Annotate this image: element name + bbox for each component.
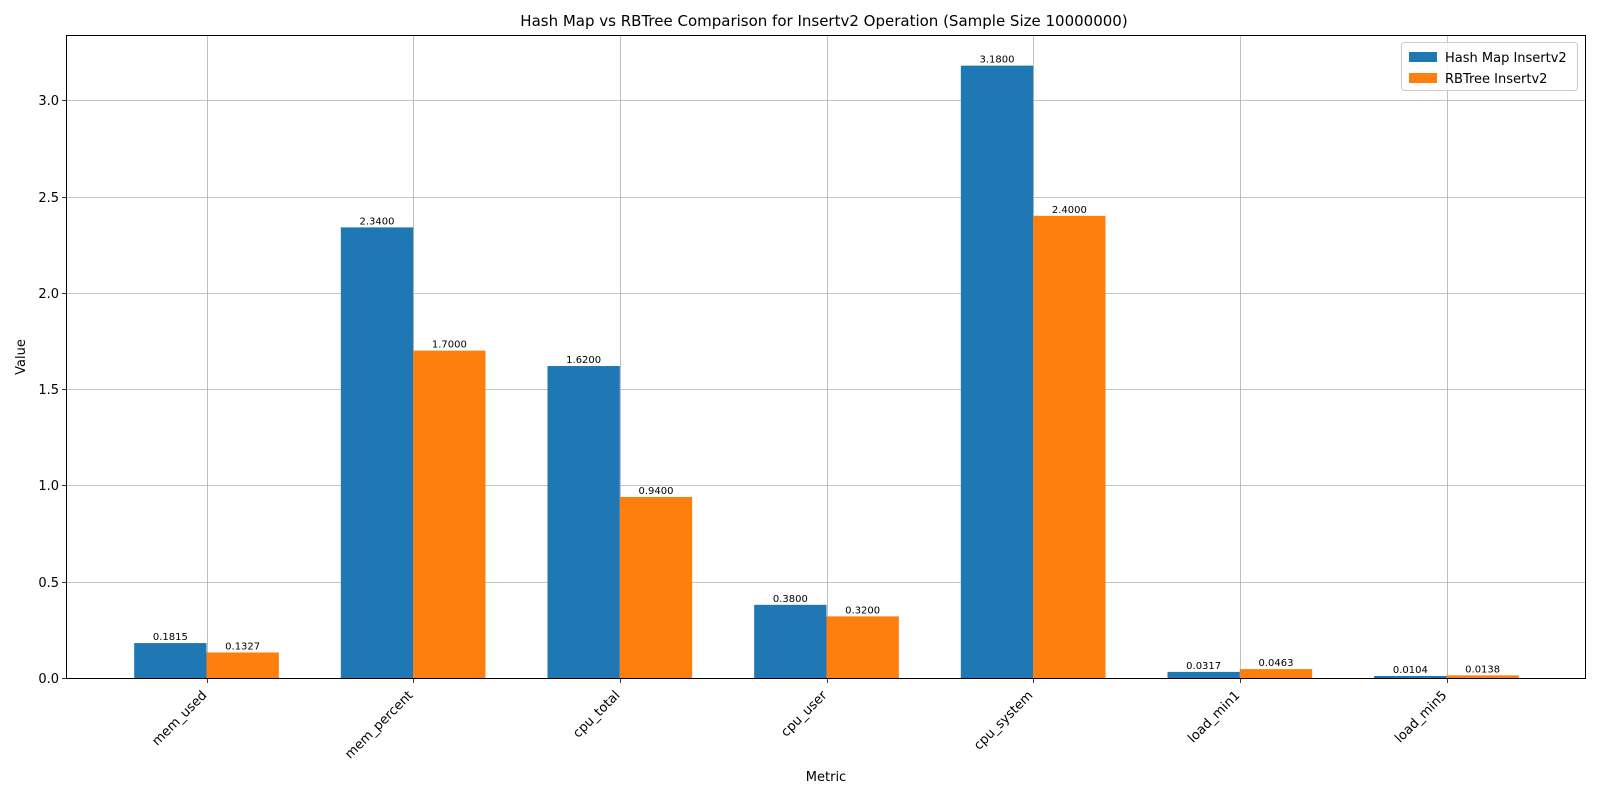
y-tick-label: 1.5	[38, 383, 59, 398]
bar-cpu_total-series-2	[619, 496, 693, 678]
bar-value-label: 2.3400	[360, 216, 395, 227]
x-tick-label: mem_percent	[342, 688, 416, 762]
legend-swatch	[1409, 73, 1437, 83]
grid-lines	[67, 35, 1586, 679]
bar-value-label: 1.6200	[566, 355, 601, 366]
y-tick-label: 0.0	[38, 672, 59, 687]
bar-value-label: 0.3200	[845, 605, 880, 616]
plot-frame	[66, 35, 1586, 679]
bar-cpu_user-series-2	[826, 616, 899, 678]
x-axis-title: Metric	[806, 770, 846, 785]
bar-cpu_system-series-2	[1033, 215, 1106, 679]
bar-cpu_system-series-1	[960, 65, 1034, 679]
bar-mem_percent-series-2	[413, 350, 486, 678]
x-tick-label: cpu_user	[778, 688, 830, 740]
x-tick-label: cpu_system	[971, 688, 1036, 753]
bar-value-label: 1.7000	[432, 340, 467, 351]
bar-load_min1-series-2	[1239, 669, 1313, 678]
bar-value-label: 3.1800	[980, 55, 1015, 66]
x-tick-label: mem_used	[149, 688, 210, 749]
bar-value-label: 0.0317	[1186, 661, 1221, 672]
x-axis-ticks: mem_used mem_percent cpu_total cpu_user cpu_…	[149, 678, 1450, 762]
y-tick-label: 3.0	[38, 94, 59, 109]
legend-box	[1401, 42, 1578, 91]
bar-value-label: 0.1327	[225, 641, 260, 652]
bar-value-label: 0.3800	[773, 594, 808, 605]
y-axis-title: Value	[14, 339, 29, 375]
bar-value-label: 0.1815	[153, 632, 188, 643]
bar-load_min5-series-1	[1374, 675, 1447, 678]
bar-value-label: 0.0138	[1465, 664, 1500, 675]
bars	[134, 65, 1519, 679]
bar-mem_used-series-2	[206, 652, 279, 678]
bar-load_min5-series-2	[1446, 675, 1519, 678]
x-tick-label: load_min1	[1185, 688, 1243, 746]
legend-label: Hash Map Insertv2	[1445, 51, 1567, 66]
bar-cpu_total-series-1	[547, 366, 620, 678]
y-tick-label: 2.0	[38, 287, 59, 302]
bar-value-label: 0.0104	[1393, 665, 1428, 676]
x-tick-label: load_min5	[1392, 688, 1450, 746]
bar-cpu_user-series-1	[754, 604, 827, 678]
bar-value-label: 2.4000	[1052, 205, 1087, 216]
bar-mem_used-series-1	[134, 643, 207, 678]
bar-mem_percent-series-1	[340, 227, 414, 678]
y-tick-label: 2.5	[38, 191, 59, 206]
y-tick-label: 0.5	[38, 576, 59, 591]
chart-title: Hash Map vs RBTree Comparison for Insert…	[520, 12, 1127, 30]
legend-swatch	[1409, 52, 1437, 62]
legend: Hash Map Insertv2 RBTree Insertv2	[1401, 42, 1578, 91]
bar-value-label: 0.0463	[1259, 658, 1294, 669]
legend-label: RBTree Insertv2	[1445, 72, 1547, 87]
bar-load_min1-series-1	[1167, 671, 1240, 678]
y-tick-label: 1.0	[38, 479, 59, 494]
x-tick-label: cpu_total	[570, 688, 623, 741]
data-labels: 0.1815 2.3400 1.6200 0.3800 3.1800 0.0317 0.01…	[153, 55, 1500, 676]
y-axis-ticks: 0.0 0.5 1.0 1.5 2.0 2.5 3.0	[38, 94, 67, 687]
bar-value-label: 0.9400	[639, 486, 674, 497]
